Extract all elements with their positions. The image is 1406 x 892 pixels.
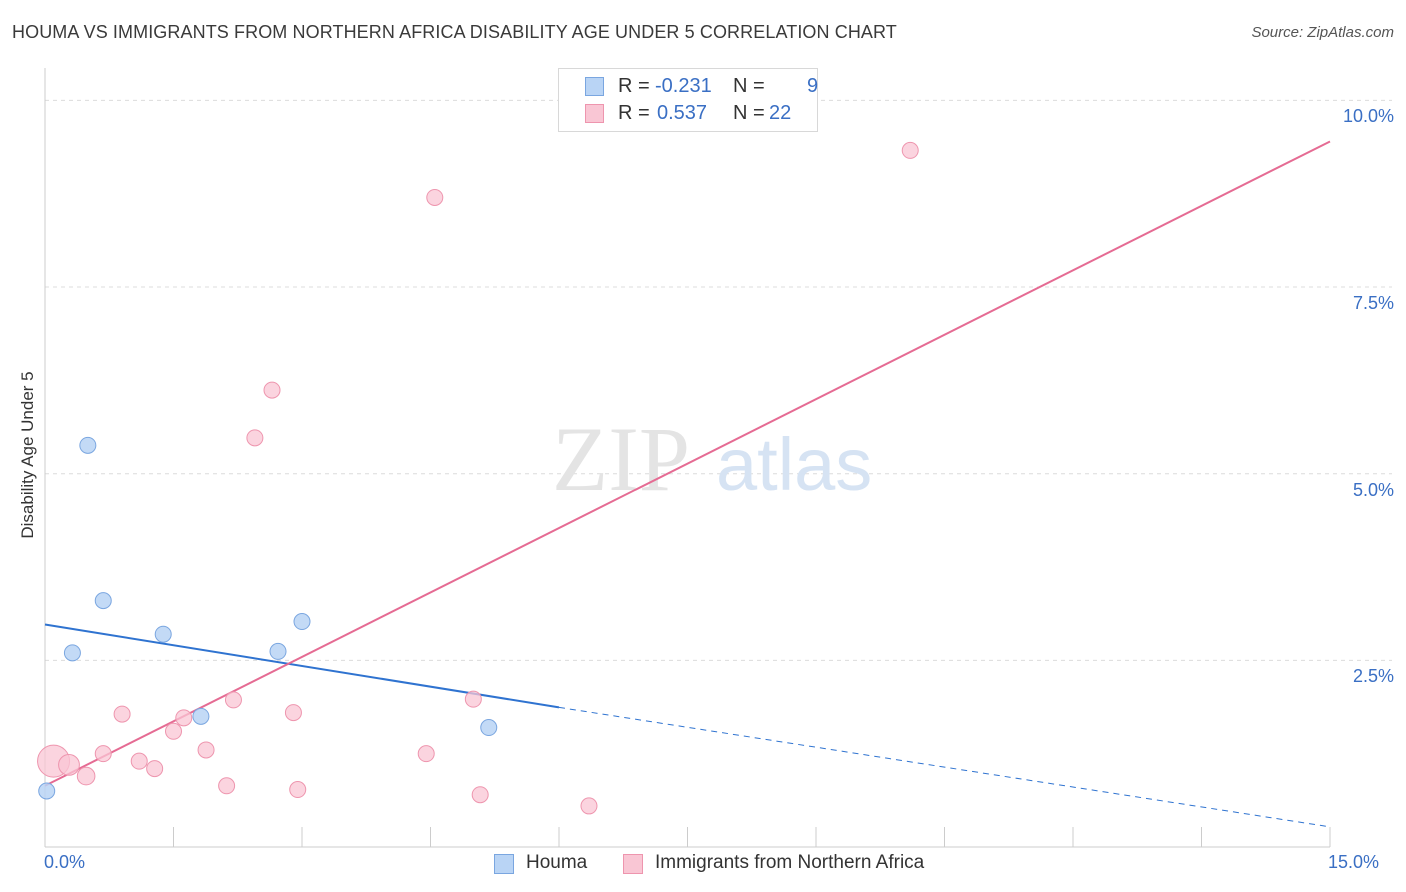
n-label: N = xyxy=(733,75,765,97)
immigrants-point xyxy=(471,786,489,804)
watermark: ZIP atlas xyxy=(552,408,872,510)
watermark-atlas: atlas xyxy=(716,423,872,506)
immigrants-point xyxy=(175,709,193,727)
houma-point xyxy=(480,719,498,737)
immigrants-point xyxy=(146,760,164,778)
legend-label: Immigrants from Northern Africa xyxy=(655,852,925,873)
y-tick-label: 5.0% xyxy=(1352,479,1394,500)
immigrants-swatch xyxy=(623,854,643,874)
immigrants-point xyxy=(246,429,264,447)
immigrants-point xyxy=(224,691,242,709)
houma-swatch xyxy=(585,77,604,96)
houma-point xyxy=(63,644,81,662)
source-label: Source: ZipAtlas.com xyxy=(1251,24,1394,41)
r-label: R = xyxy=(618,102,650,124)
y-tick-label: 10.0% xyxy=(1342,106,1394,127)
n-value: 22 xyxy=(769,102,792,124)
immigrants-point xyxy=(94,745,112,763)
data-points xyxy=(37,141,919,815)
immigrants-point xyxy=(165,722,182,740)
immigrants-trend-line xyxy=(44,140,1331,787)
immigrants-point xyxy=(417,745,435,763)
correlation-legend: R = -0.231 N = 9 R = 0.537 N = 22 xyxy=(558,68,818,132)
houma-point xyxy=(94,592,112,610)
axes xyxy=(44,68,1331,848)
houma-point xyxy=(293,613,311,631)
immigrants-swatch xyxy=(585,104,604,123)
immigrants-point xyxy=(130,752,148,770)
y-axis-label: Disability Age Under 5 xyxy=(18,371,37,539)
watermark-zip: ZIP xyxy=(552,408,690,510)
chart-title: HOUMA VS IMMIGRANTS FROM NORTHERN AFRICA… xyxy=(12,22,897,42)
houma-swatch xyxy=(494,854,514,874)
r-label: R = xyxy=(618,75,650,97)
houma-point xyxy=(154,625,172,643)
r-value: -0.231 xyxy=(655,75,712,97)
houma-point xyxy=(269,642,287,660)
legend-label: Houma xyxy=(526,852,588,873)
immigrants-point xyxy=(263,381,281,399)
y-tick-label: 2.5% xyxy=(1352,666,1394,687)
gridlines xyxy=(45,99,1392,661)
immigrants-point xyxy=(197,741,215,759)
r-value: 0.537 xyxy=(657,102,708,124)
immigrants-point xyxy=(284,704,302,722)
y-tick-label: 7.5% xyxy=(1352,293,1394,314)
immigrants-point xyxy=(58,753,80,776)
immigrants-point xyxy=(580,797,598,815)
immigrants-point xyxy=(901,141,919,159)
immigrants-point xyxy=(426,188,444,206)
houma-point xyxy=(79,436,97,454)
immigrants-point xyxy=(289,781,307,799)
x-tick-label-max: 15.0% xyxy=(1328,852,1380,872)
n-value: 9 xyxy=(807,75,819,97)
houma-point xyxy=(192,707,210,725)
x-tick-label-min: 0.0% xyxy=(44,852,86,872)
houma-trend-extension xyxy=(558,706,1331,828)
houma-point xyxy=(38,782,56,800)
immigrants-point xyxy=(76,766,96,786)
immigrants-point xyxy=(113,705,131,723)
n-label: N = xyxy=(733,102,765,124)
houma-trend-line xyxy=(44,623,560,709)
immigrants-point xyxy=(218,777,236,795)
immigrants-point xyxy=(464,690,482,708)
